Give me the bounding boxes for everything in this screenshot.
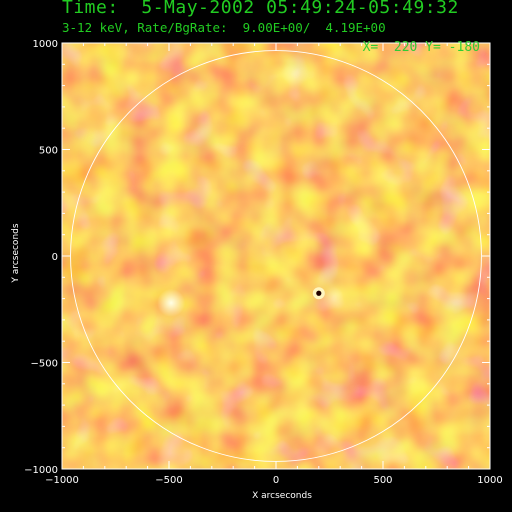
chart-title: Time: 5-May-2002 05:49:24-05:49:32 <box>62 0 459 18</box>
source-mark <box>312 287 325 300</box>
x-tick-label: 0 <box>273 475 279 486</box>
y-tick-label: −1000 <box>24 465 58 476</box>
x-tick-label: 1000 <box>477 475 502 486</box>
y-tick-label: −500 <box>31 359 58 370</box>
x-tick-label: −500 <box>155 475 182 486</box>
x-tick-label: 500 <box>373 475 392 486</box>
y-tick-label: 1000 <box>33 39 58 50</box>
bright-spot-mark <box>157 288 186 317</box>
x-axis-label: X arcseconds <box>252 491 312 501</box>
y-axis-label: Y arcseconds <box>11 223 21 283</box>
heatmap-texture <box>62 43 490 469</box>
y-tick-label: 500 <box>39 146 58 157</box>
chart-subtitle: 3-12 keV, Rate/BgRate: 9.00E+00/ 4.19E+0… <box>62 20 386 35</box>
y-tick-label: 0 <box>52 252 58 263</box>
coordinate-readout: X= 220 Y= -180 <box>362 40 480 55</box>
x-tick-label: −1000 <box>45 475 79 486</box>
axis-ticks: −1000 −500 0 500 1000 −1000 −500 0 500 1000 <box>24 39 503 486</box>
source-core <box>316 290 322 296</box>
